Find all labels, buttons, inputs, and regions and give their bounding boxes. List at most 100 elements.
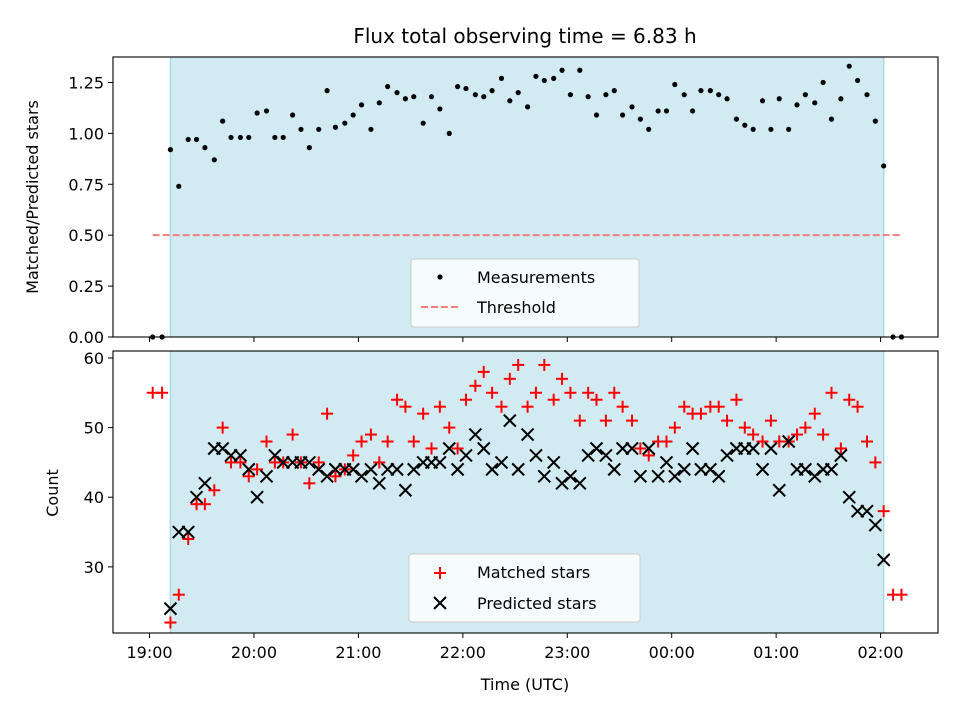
- predicted-stars-point-81: [868, 518, 883, 532]
- measurements-point-65: [716, 92, 722, 98]
- matched-stars-point-74: [791, 428, 804, 441]
- bottom-legend-box: [408, 553, 641, 623]
- measurements-point-58: [655, 108, 661, 114]
- top-marks: [150, 63, 905, 340]
- predicted-stars-point-42: [529, 448, 543, 463]
- matched-stars-point-19: [312, 456, 325, 469]
- matched-stars-point-30: [407, 435, 420, 448]
- predicted-stars-point-10: [250, 490, 264, 504]
- measurements-point-54: [620, 112, 626, 118]
- measurements-point-13: [263, 108, 270, 114]
- predicted-stars-point-60: [685, 441, 700, 456]
- measurements-point-14: [272, 134, 278, 141]
- bottom-axes-frame: [112, 350, 939, 634]
- measurements-point-16: [290, 112, 296, 118]
- measurements-point-24: [358, 102, 365, 108]
- matched-stars-point-77: [817, 428, 830, 441]
- predicted-stars-point-56: [651, 469, 665, 484]
- matched-stars-point-45: [538, 358, 551, 371]
- matched-stars-point-40: [495, 400, 508, 413]
- matched-stars-point-12: [251, 463, 264, 476]
- matched-stars-point-84: [877, 505, 890, 518]
- legend-predicted-marker: [433, 596, 447, 610]
- predicted-stars-point-23: [364, 462, 378, 477]
- top-ytick-label-4: 1.00: [68, 124, 104, 143]
- measurements-point-76: [812, 100, 818, 106]
- predicted-stars-point-37: [485, 462, 499, 477]
- measurements-point-72: [776, 96, 782, 102]
- predicted-stars-point-78: [842, 490, 856, 504]
- measurements-point-32: [428, 94, 435, 100]
- predicted-stars-point-11: [259, 469, 274, 484]
- predicted-stars-point-49: [589, 441, 604, 456]
- measurements-point-46: [551, 75, 557, 81]
- matched-stars-point-48: [564, 386, 577, 399]
- matched-stars-point-35: [451, 442, 464, 455]
- measurements-point-51: [593, 112, 600, 118]
- measurements-point-74: [794, 102, 800, 108]
- measurements-point-71: [768, 126, 774, 132]
- predicted-stars-point-51: [607, 462, 621, 477]
- matched-stars-point-41: [503, 372, 516, 385]
- measurements-point-34: [446, 130, 452, 136]
- measurements-point-67: [733, 116, 740, 122]
- matched-stars-point-39: [486, 386, 499, 399]
- legend-measurements-label: Measurements: [477, 268, 595, 287]
- top-legend-box: [410, 258, 640, 328]
- predicted-stars-point-76: [824, 462, 839, 477]
- measurements-point-6: [202, 145, 208, 151]
- matched-stars-point-75: [799, 421, 812, 434]
- measurements-point-23: [350, 112, 356, 118]
- predicted-stars-point-82: [876, 553, 891, 567]
- measurements-point-27: [385, 83, 391, 90]
- matched-stars-point-49: [573, 414, 586, 427]
- matched-stars-point-10: [234, 456, 247, 469]
- measurements-point-57: [646, 126, 652, 132]
- matched-stars-point-50: [582, 386, 595, 399]
- predicted-stars-point-28: [407, 462, 421, 477]
- matched-stars-point-6: [198, 498, 211, 511]
- measurements-point-25: [368, 126, 374, 132]
- matched-stars-point-69: [747, 428, 760, 441]
- measurements-point-53: [611, 88, 617, 94]
- matched-stars-point-67: [730, 393, 743, 406]
- bottom-marks: [146, 358, 908, 629]
- measurements-point-59: [663, 108, 670, 114]
- measurements-point-39: [489, 88, 495, 94]
- measurements-point-47: [559, 67, 565, 73]
- matched-stars-point-1: [156, 386, 169, 399]
- measurements-point-48: [567, 92, 574, 98]
- matched-stars-point-56: [634, 442, 647, 455]
- matched-stars-point-51: [590, 393, 603, 406]
- measurements-point-43: [524, 104, 531, 110]
- predicted-stars-point-41: [520, 427, 535, 442]
- bottom-ticks: 30 40 50 60 19:00 20:00 21:00 22:00 23:00 00:00 01…: [84, 349, 904, 662]
- matched-stars-point-13: [260, 435, 273, 448]
- matched-stars-point-59: [660, 435, 673, 448]
- matched-stars-point-29: [399, 400, 412, 413]
- bottom-legend: Matched stars Predicted stars: [408, 553, 641, 623]
- measurements-point-68: [742, 122, 748, 128]
- matched-stars-point-34: [443, 421, 456, 434]
- matched-stars-point-79: [834, 442, 847, 455]
- predicted-stars-point-31: [433, 455, 447, 470]
- matched-stars-point-71: [764, 414, 777, 427]
- predicted-stars-point-46: [563, 469, 578, 484]
- matched-stars-point-38: [477, 365, 490, 378]
- measurements-point-60: [672, 81, 678, 88]
- x-axis-label: Time (UTC): [480, 675, 569, 694]
- predicted-stars-point-70: [772, 483, 786, 497]
- measurements-point-52: [603, 92, 609, 98]
- matched-stars-point-36: [459, 393, 472, 406]
- matched-stars-point-16: [286, 428, 299, 441]
- measurements-point-66: [724, 96, 730, 102]
- measurements-point-73: [786, 126, 792, 132]
- matched-stars-point-83: [869, 456, 882, 469]
- top-ticks: 0.00 0.25 0.50 0.75 1.00 1.25: [68, 73, 882, 347]
- matched-stars-point-54: [616, 400, 629, 413]
- xtick-label-2: 21:00: [335, 643, 381, 662]
- measurements-point-44: [533, 73, 539, 79]
- bottom-ytick-label-3: 60: [84, 349, 104, 368]
- predicted-stars-point-73: [798, 462, 813, 477]
